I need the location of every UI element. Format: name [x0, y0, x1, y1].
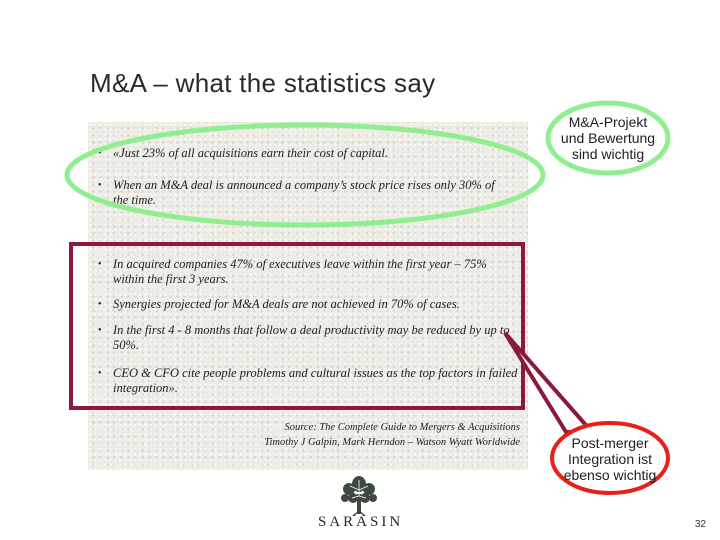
source-line: Source: The Complete Guide to Mergers & … [284, 422, 520, 433]
callout-line: Post-merger [571, 435, 649, 451]
callout-line: M&A-Projekt [568, 114, 648, 130]
bullet-item: • In acquired companies 47% of executive… [98, 257, 508, 287]
bullet-text: In acquired companies 47% of executives … [113, 257, 487, 286]
sarasin-logo-text: SARASIN [318, 514, 404, 530]
slide-title: M&A – what the statistics say [90, 68, 436, 98]
callout-line: sind wichtig [571, 146, 645, 162]
source-citation: Source: The Complete Guide to Mergers & … [190, 420, 520, 450]
bullet-item: • Synergies projected for M&A deals are … [98, 297, 518, 312]
bullet-text: When an M&A deal is announced a company’… [113, 178, 495, 207]
bullet-item: • CEO & CFO cite people problems and cul… [98, 366, 518, 396]
bullet-item: • «Just 23% of all acquisitions earn the… [98, 146, 518, 161]
bullet-marker: • [98, 259, 102, 270]
bullet-text: In the first 4 - 8 months that follow a … [113, 323, 510, 352]
page-number: 32 [694, 519, 706, 530]
source-line: Timothy J Galpin, Mark Herndon – Watson … [264, 437, 520, 448]
bullet-text: Synergies projected for M&A deals are no… [113, 297, 460, 311]
green-callout-text: M&A-Projekt und Bewertung sind wichtig [548, 114, 668, 162]
callout-line: Integration ist [567, 451, 653, 467]
bullet-item: • In the first 4 - 8 months that follow … [98, 323, 518, 353]
bullet-marker: • [98, 148, 102, 159]
tree-icon [341, 476, 377, 516]
bullet-marker: • [98, 180, 102, 191]
bullet-text: «Just 23% of all acquisitions earn their… [113, 146, 388, 160]
callout-line: ebenso wichtig [563, 467, 657, 483]
bullet-item: • When an M&A deal is announced a compan… [98, 178, 508, 208]
bullet-marker: • [98, 299, 102, 310]
bullet-marker: • [98, 368, 102, 379]
bullet-marker: • [98, 325, 102, 336]
content-panel [88, 122, 528, 470]
bullet-text: CEO & CFO cite people problems and cultu… [113, 366, 518, 395]
red-callout-text: Post-merger Integration ist ebenso wicht… [552, 435, 668, 483]
callout-line: und Bewertung [560, 130, 656, 146]
